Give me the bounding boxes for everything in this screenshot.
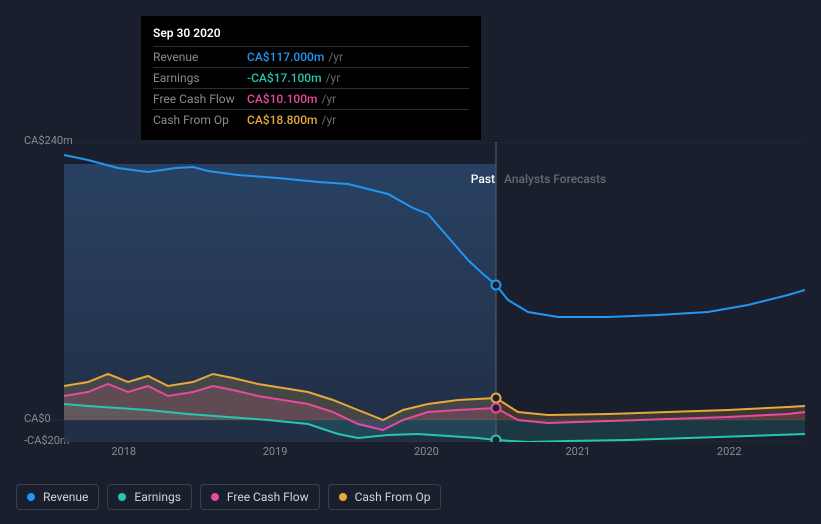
- legend-item-label: Earnings: [134, 490, 181, 504]
- tooltip-row-value: CA$10.100m: [247, 92, 318, 106]
- legend-item-label: Revenue: [43, 490, 88, 504]
- tooltip-row-label: Free Cash Flow: [153, 92, 247, 106]
- legend-dot-icon: [211, 493, 219, 501]
- x-axis-label: 2020: [414, 445, 439, 458]
- tooltip-row: Earnings-CA$17.100m/yr: [153, 67, 469, 88]
- x-axis-label: 2018: [111, 445, 136, 458]
- tooltip-date: Sep 30 2020: [153, 26, 469, 46]
- x-axis-label: 2019: [263, 445, 288, 458]
- tooltip-row-label: Cash From Op: [153, 113, 247, 127]
- legend-item-label: Free Cash Flow: [227, 490, 309, 504]
- x-axis-label: 2021: [566, 445, 591, 458]
- tooltip-row-unit: /yr: [328, 50, 343, 64]
- chart-plot-area[interactable]: Past Analysts Forecasts: [48, 142, 805, 442]
- tooltip-row-unit: /yr: [322, 92, 337, 106]
- legend-item-cash-from-op[interactable]: Cash From Op: [328, 484, 442, 510]
- tooltip-row-value: -CA$17.100m: [247, 71, 322, 85]
- tooltip-row-label: Earnings: [153, 71, 247, 85]
- legend-item-revenue[interactable]: Revenue: [16, 484, 99, 510]
- legend-item-free-cash-flow[interactable]: Free Cash Flow: [200, 484, 320, 510]
- tooltip-row-value: CA$117.000m: [247, 50, 324, 64]
- y-axis-label: CA$0: [24, 412, 51, 425]
- x-axis-label: 2022: [717, 445, 742, 458]
- legend-dot-icon: [118, 493, 126, 501]
- tooltip-row-label: Revenue: [153, 50, 247, 64]
- chart-tooltip: Sep 30 2020 RevenueCA$117.000m/yrEarning…: [141, 16, 481, 140]
- tooltip-row-unit: /yr: [322, 113, 337, 127]
- tooltip-row-value: CA$18.800m: [247, 113, 318, 127]
- tooltip-row: Free Cash FlowCA$10.100m/yr: [153, 88, 469, 109]
- tooltip-row: RevenueCA$117.000m/yr: [153, 46, 469, 67]
- legend-item-earnings[interactable]: Earnings: [107, 484, 192, 510]
- legend-dot-icon: [339, 493, 347, 501]
- past-label: Past: [471, 172, 495, 186]
- tooltip-row-unit: /yr: [326, 71, 341, 85]
- legend-dot-icon: [27, 493, 35, 501]
- forecast-label: Analysts Forecasts: [504, 172, 606, 186]
- chart-container: CA$240mCA$0-CA$20m Past Analysts Forecas…: [16, 120, 805, 470]
- legend-item-label: Cash From Op: [355, 490, 431, 504]
- tooltip-row: Cash From OpCA$18.800m/yr: [153, 109, 469, 130]
- x-axis-labels: 2018 2019 2020 2021 2022: [48, 445, 805, 458]
- chart-legend: Revenue Earnings Free Cash Flow Cash From O…: [16, 484, 441, 510]
- chart-svg: [48, 142, 805, 442]
